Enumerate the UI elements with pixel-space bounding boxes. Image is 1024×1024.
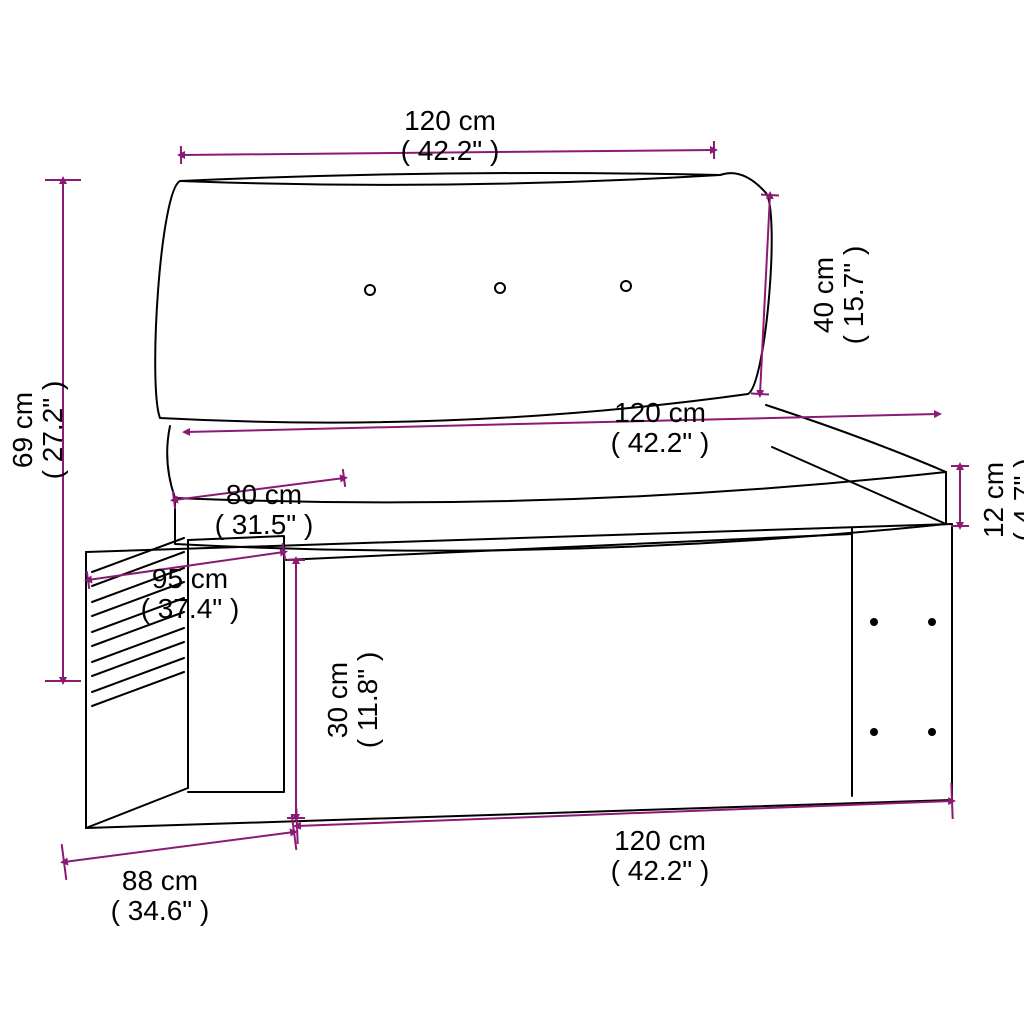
- dim-label-seat_depth: 80 cm( 31.5" ): [215, 479, 314, 540]
- dim-label-back_height: 40 cm( 15.7" ): [808, 246, 869, 345]
- dim-label-bottom_depth: 88 cm( 34.6" ): [111, 865, 210, 926]
- dim-label-seat_width: 120 cm( 42.2" ): [611, 397, 710, 458]
- dim-label-side_length: 95 cm( 37.4" ): [141, 563, 240, 624]
- dimension-lines: [45, 141, 969, 880]
- dim-label-leg_height: 30 cm( 11.8" ): [322, 652, 383, 749]
- dim-bottom_width: [297, 801, 952, 826]
- dim-label-top_width: 120 cm( 42.2" ): [401, 105, 500, 166]
- dim-label-seat_thickness: 12 cm( 4.7" ): [978, 458, 1024, 541]
- dim-label-total_height: 69 cm( 27.2" ): [7, 381, 68, 480]
- dim-bottom_depth: [64, 832, 294, 862]
- dim-label-bottom_width: 120 cm( 42.2" ): [611, 825, 710, 886]
